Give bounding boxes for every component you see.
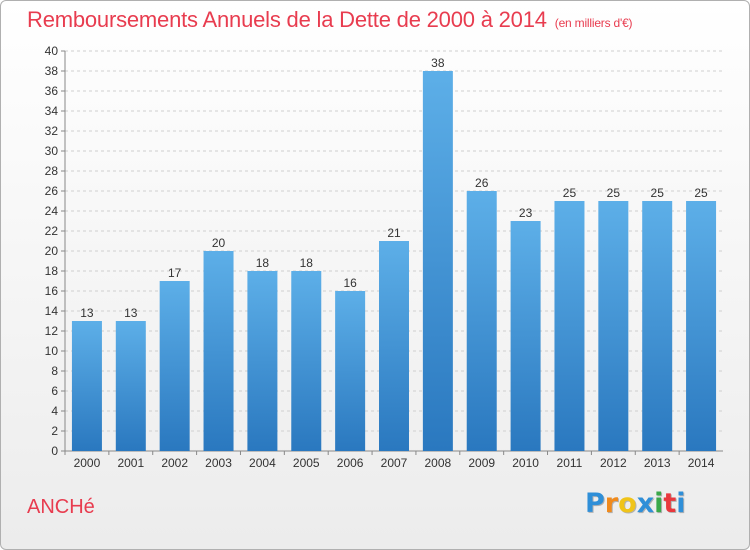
value-label-2014: 25 xyxy=(694,186,708,200)
y-tick-label: 16 xyxy=(45,284,59,298)
value-label-2012: 25 xyxy=(607,186,621,200)
y-tick-label: 2 xyxy=(51,424,58,438)
y-tick-label: 8 xyxy=(51,364,58,378)
y-tick-label: 4 xyxy=(51,404,58,418)
commune-name: ANCHé xyxy=(27,496,95,518)
x-tick-label-2000: 2000 xyxy=(74,456,101,470)
x-tick-label-2012: 2012 xyxy=(600,456,627,470)
chart-title-text: Remboursements Annuels de la Dette de 20… xyxy=(27,7,547,32)
x-tick-label-2004: 2004 xyxy=(249,456,276,470)
x-tick-label-2001: 2001 xyxy=(117,456,144,470)
bar-2011 xyxy=(554,201,585,451)
bar-2006 xyxy=(335,291,366,451)
bar-2004 xyxy=(247,271,278,451)
bar-2001 xyxy=(115,321,146,451)
y-tick-label: 24 xyxy=(45,204,59,218)
bar-2013 xyxy=(642,201,673,451)
y-tick-label: 36 xyxy=(45,84,59,98)
y-tick-label: 18 xyxy=(45,264,59,278)
bar-2003 xyxy=(203,251,234,451)
bars xyxy=(71,71,717,451)
bar-2008 xyxy=(422,71,453,451)
value-label-2013: 25 xyxy=(651,186,665,200)
y-tick-label: 34 xyxy=(45,104,59,118)
value-label-2008: 38 xyxy=(431,56,445,70)
value-label-2006: 16 xyxy=(343,276,357,290)
x-tick-label-2002: 2002 xyxy=(161,456,188,470)
y-tick-label: 32 xyxy=(45,124,59,138)
value-label-2003: 20 xyxy=(212,236,226,250)
y-tick-label: 14 xyxy=(45,304,59,318)
x-tick-label-2010: 2010 xyxy=(512,456,539,470)
chart-subtitle: (en milliers d'€) xyxy=(554,16,633,30)
x-tick-label-2005: 2005 xyxy=(293,456,320,470)
value-label-2011: 25 xyxy=(563,186,577,200)
value-label-2005: 18 xyxy=(300,256,314,270)
logo-letter: i xyxy=(654,488,664,519)
value-label-2009: 26 xyxy=(475,176,489,190)
x-tick-label-2014: 2014 xyxy=(688,456,715,470)
bar-2012 xyxy=(598,201,629,451)
x-tick-label-2009: 2009 xyxy=(468,456,495,470)
x-tick-label-2008: 2008 xyxy=(425,456,452,470)
x-tick-label-2006: 2006 xyxy=(337,456,364,470)
x-tick-label-2013: 2013 xyxy=(644,456,671,470)
value-label-2004: 18 xyxy=(256,256,270,270)
bar-2005 xyxy=(291,271,322,451)
value-label-2001: 13 xyxy=(124,306,138,320)
logo-letter: i xyxy=(676,488,686,519)
logo-letter: P xyxy=(585,488,605,519)
y-tick-label: 28 xyxy=(45,164,59,178)
bar-2010 xyxy=(510,221,541,451)
y-tick-label: 20 xyxy=(45,244,59,258)
y-tick-label: 22 xyxy=(45,224,59,238)
y-tick-label: 26 xyxy=(45,184,59,198)
logo-letter: x xyxy=(636,488,655,519)
x-tick-label-2003: 2003 xyxy=(205,456,232,470)
bar-2009 xyxy=(466,191,497,451)
y-tick-label: 0 xyxy=(51,444,58,458)
x-tick-label-2011: 2011 xyxy=(557,456,583,470)
y-tick-label: 38 xyxy=(45,64,59,78)
logo-letter: t xyxy=(663,488,677,519)
bar-2014 xyxy=(686,201,717,451)
y-tick-label: 40 xyxy=(45,44,59,58)
value-label-2007: 21 xyxy=(387,226,401,240)
bar-2002 xyxy=(159,281,190,451)
logo-letter: r xyxy=(604,488,619,519)
value-labels: 13 13 17 20 18 18 16 21 38 26 23 25 25 25 25 xyxy=(80,56,708,320)
logo-letter: o xyxy=(618,488,637,519)
value-label-2002: 17 xyxy=(168,266,182,280)
y-tick-label: 10 xyxy=(45,344,59,358)
bar-2007 xyxy=(379,241,409,451)
y-tick-label: 12 xyxy=(45,324,59,338)
y-tick-label: 30 xyxy=(45,144,59,158)
x-tick-label-2007: 2007 xyxy=(381,456,408,470)
bar-2000 xyxy=(71,321,102,451)
x-tick-labels: 2000 2001 2002 2003 2004 2005 2006 2007 2008 2009… xyxy=(64,451,715,470)
value-label-2010: 23 xyxy=(519,206,533,220)
y-tick-label: 6 xyxy=(51,384,58,398)
proxiti-logo: Proxiti xyxy=(585,488,686,519)
chart-title: Remboursements Annuels de la Dette de 20… xyxy=(27,7,633,33)
value-label-2000: 13 xyxy=(80,306,94,320)
